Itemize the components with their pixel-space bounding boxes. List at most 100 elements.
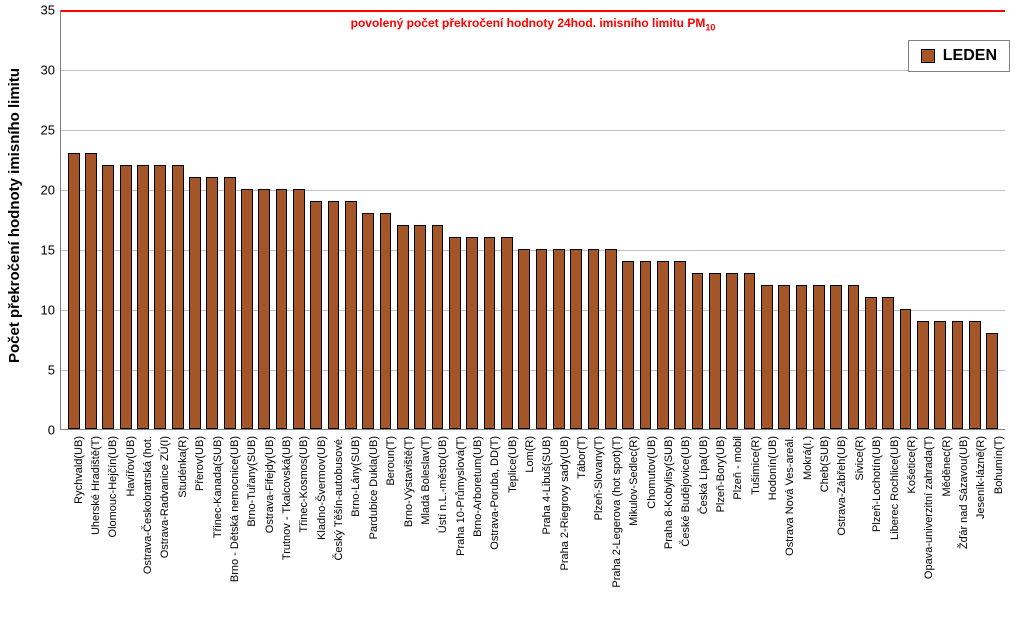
x-label-slot: Pardubice Dukla(UB): [359, 432, 376, 622]
bar-slot: [516, 10, 533, 429]
bar-slot: [377, 10, 394, 429]
bar-slot: [689, 10, 706, 429]
bar-slot: [585, 10, 602, 429]
bar: [952, 321, 964, 429]
bar-slot: [931, 10, 948, 429]
bar-slot: [308, 10, 325, 429]
x-label-slot: Bohumín(T): [984, 432, 1001, 622]
bar-slot: [671, 10, 688, 429]
bar: [172, 165, 184, 429]
x-axis-labels: Rychvald(UB)Uherské Hradiště(T)Olomouc-H…: [60, 432, 1005, 622]
limit-line-label: povolený počet překročení hodnoty 24hod.…: [61, 16, 1005, 32]
bar-slot: [966, 10, 983, 429]
x-label-slot: Praha 2-Riegrovy sady(UB): [550, 432, 567, 622]
bar: [310, 201, 322, 429]
x-label-slot: Česká Lípa(UB): [689, 432, 706, 622]
x-label-slot: Třinec-Kosmos(UB): [290, 432, 307, 622]
bar: [432, 225, 444, 429]
bar: [622, 261, 634, 429]
bar: [102, 165, 114, 429]
legend-label: LEDEN: [943, 47, 997, 65]
x-label-slot: Ostrava-Českobratrská (hot.: [133, 432, 150, 622]
bar: [882, 297, 894, 429]
legend-swatch: [921, 49, 935, 63]
bar-slot: [793, 10, 810, 429]
bar-slot: [568, 10, 585, 429]
x-label-slot: Ostrava-Radvanice ZÚ(I): [151, 432, 168, 622]
legend: LEDEN: [908, 40, 1010, 72]
bar-slot: [360, 10, 377, 429]
x-label-slot: Brno-Tuřany(SUB): [238, 432, 255, 622]
bar: [813, 285, 825, 429]
bar: [449, 237, 461, 429]
bar: [189, 177, 201, 429]
bar-slot: [602, 10, 619, 429]
bar: [969, 321, 981, 429]
x-label-slot: Měděnec(R): [932, 432, 949, 622]
bar-slot: [775, 10, 792, 429]
bar-slot: [82, 10, 99, 429]
bar-slot: [533, 10, 550, 429]
bar-slot: [117, 10, 134, 429]
bar: [293, 189, 305, 429]
bar-slot: [879, 10, 896, 429]
x-label-slot: Ostrava-Poruba, DD(T): [481, 432, 498, 622]
x-label-slot: Chomutov(UB): [637, 432, 654, 622]
bar: [692, 273, 704, 429]
bar-slot: [186, 10, 203, 429]
bar: [744, 273, 756, 429]
bar-slot: [290, 10, 307, 429]
bar-slot: [412, 10, 429, 429]
bar-slot: [550, 10, 567, 429]
x-label-slot: Přerov(UB): [186, 432, 203, 622]
bar-slot: [620, 10, 637, 429]
y-tick-label: 0: [48, 423, 61, 438]
bar: [397, 225, 409, 429]
bar: [328, 201, 340, 429]
y-tick-label: 25: [41, 123, 61, 138]
bar: [761, 285, 773, 429]
bar: [85, 153, 97, 429]
x-label-slot: Opava-univerzitní zahrada(T): [915, 432, 932, 622]
x-label-slot: Třinec-Kanada(SUB): [203, 432, 220, 622]
x-label-slot: Plzeň-Slovany(T): [585, 432, 602, 622]
bar: [154, 165, 166, 429]
bar: [553, 249, 565, 429]
x-label-slot: Brno-Výstaviště(T): [394, 432, 411, 622]
bar-slot: [914, 10, 931, 429]
x-label-slot: Kladno-Švermov(UB): [307, 432, 324, 622]
x-label-slot: Ostrava-Zábřeh(UB): [828, 432, 845, 622]
bar: [466, 237, 478, 429]
x-label-slot: Rychvald(UB): [64, 432, 81, 622]
y-tick-label: 20: [41, 183, 61, 198]
bar-slot: [464, 10, 481, 429]
bar-slot: [654, 10, 671, 429]
x-label-slot: Žďár nad Sázavou(UB): [949, 432, 966, 622]
bar-slot: [862, 10, 879, 429]
bar: [206, 177, 218, 429]
bar: [484, 237, 496, 429]
bar-slot: [897, 10, 914, 429]
x-label-slot: Teplice(UB): [498, 432, 515, 622]
bar-slot: [134, 10, 151, 429]
x-label-slot: Český Těšín-autobusové.: [324, 432, 341, 622]
x-label-slot: Liberec Rochlice(UB): [880, 432, 897, 622]
bar-slot: [446, 10, 463, 429]
bar: [414, 225, 426, 429]
x-label-slot: Tušimice(R): [741, 432, 758, 622]
x-label-slot: Mikulov-Sedlec(R): [620, 432, 637, 622]
bar: [657, 261, 669, 429]
bar: [917, 321, 929, 429]
y-tick-label: 10: [41, 303, 61, 318]
bar-slot: [204, 10, 221, 429]
plot-area: 05101520253035povolený počet překročení …: [60, 10, 1005, 430]
x-label-slot: Mladá Boleslav(T): [411, 432, 428, 622]
bar-slot: [221, 10, 238, 429]
x-label-slot: Praha 10-Průmyslová(T): [446, 432, 463, 622]
bar: [865, 297, 877, 429]
x-label-slot: Jeseník-lázně(R): [967, 432, 984, 622]
x-label-slot: Cheb(SUB): [810, 432, 827, 622]
bar: [796, 285, 808, 429]
bar: [986, 333, 998, 429]
bar-slot: [152, 10, 169, 429]
